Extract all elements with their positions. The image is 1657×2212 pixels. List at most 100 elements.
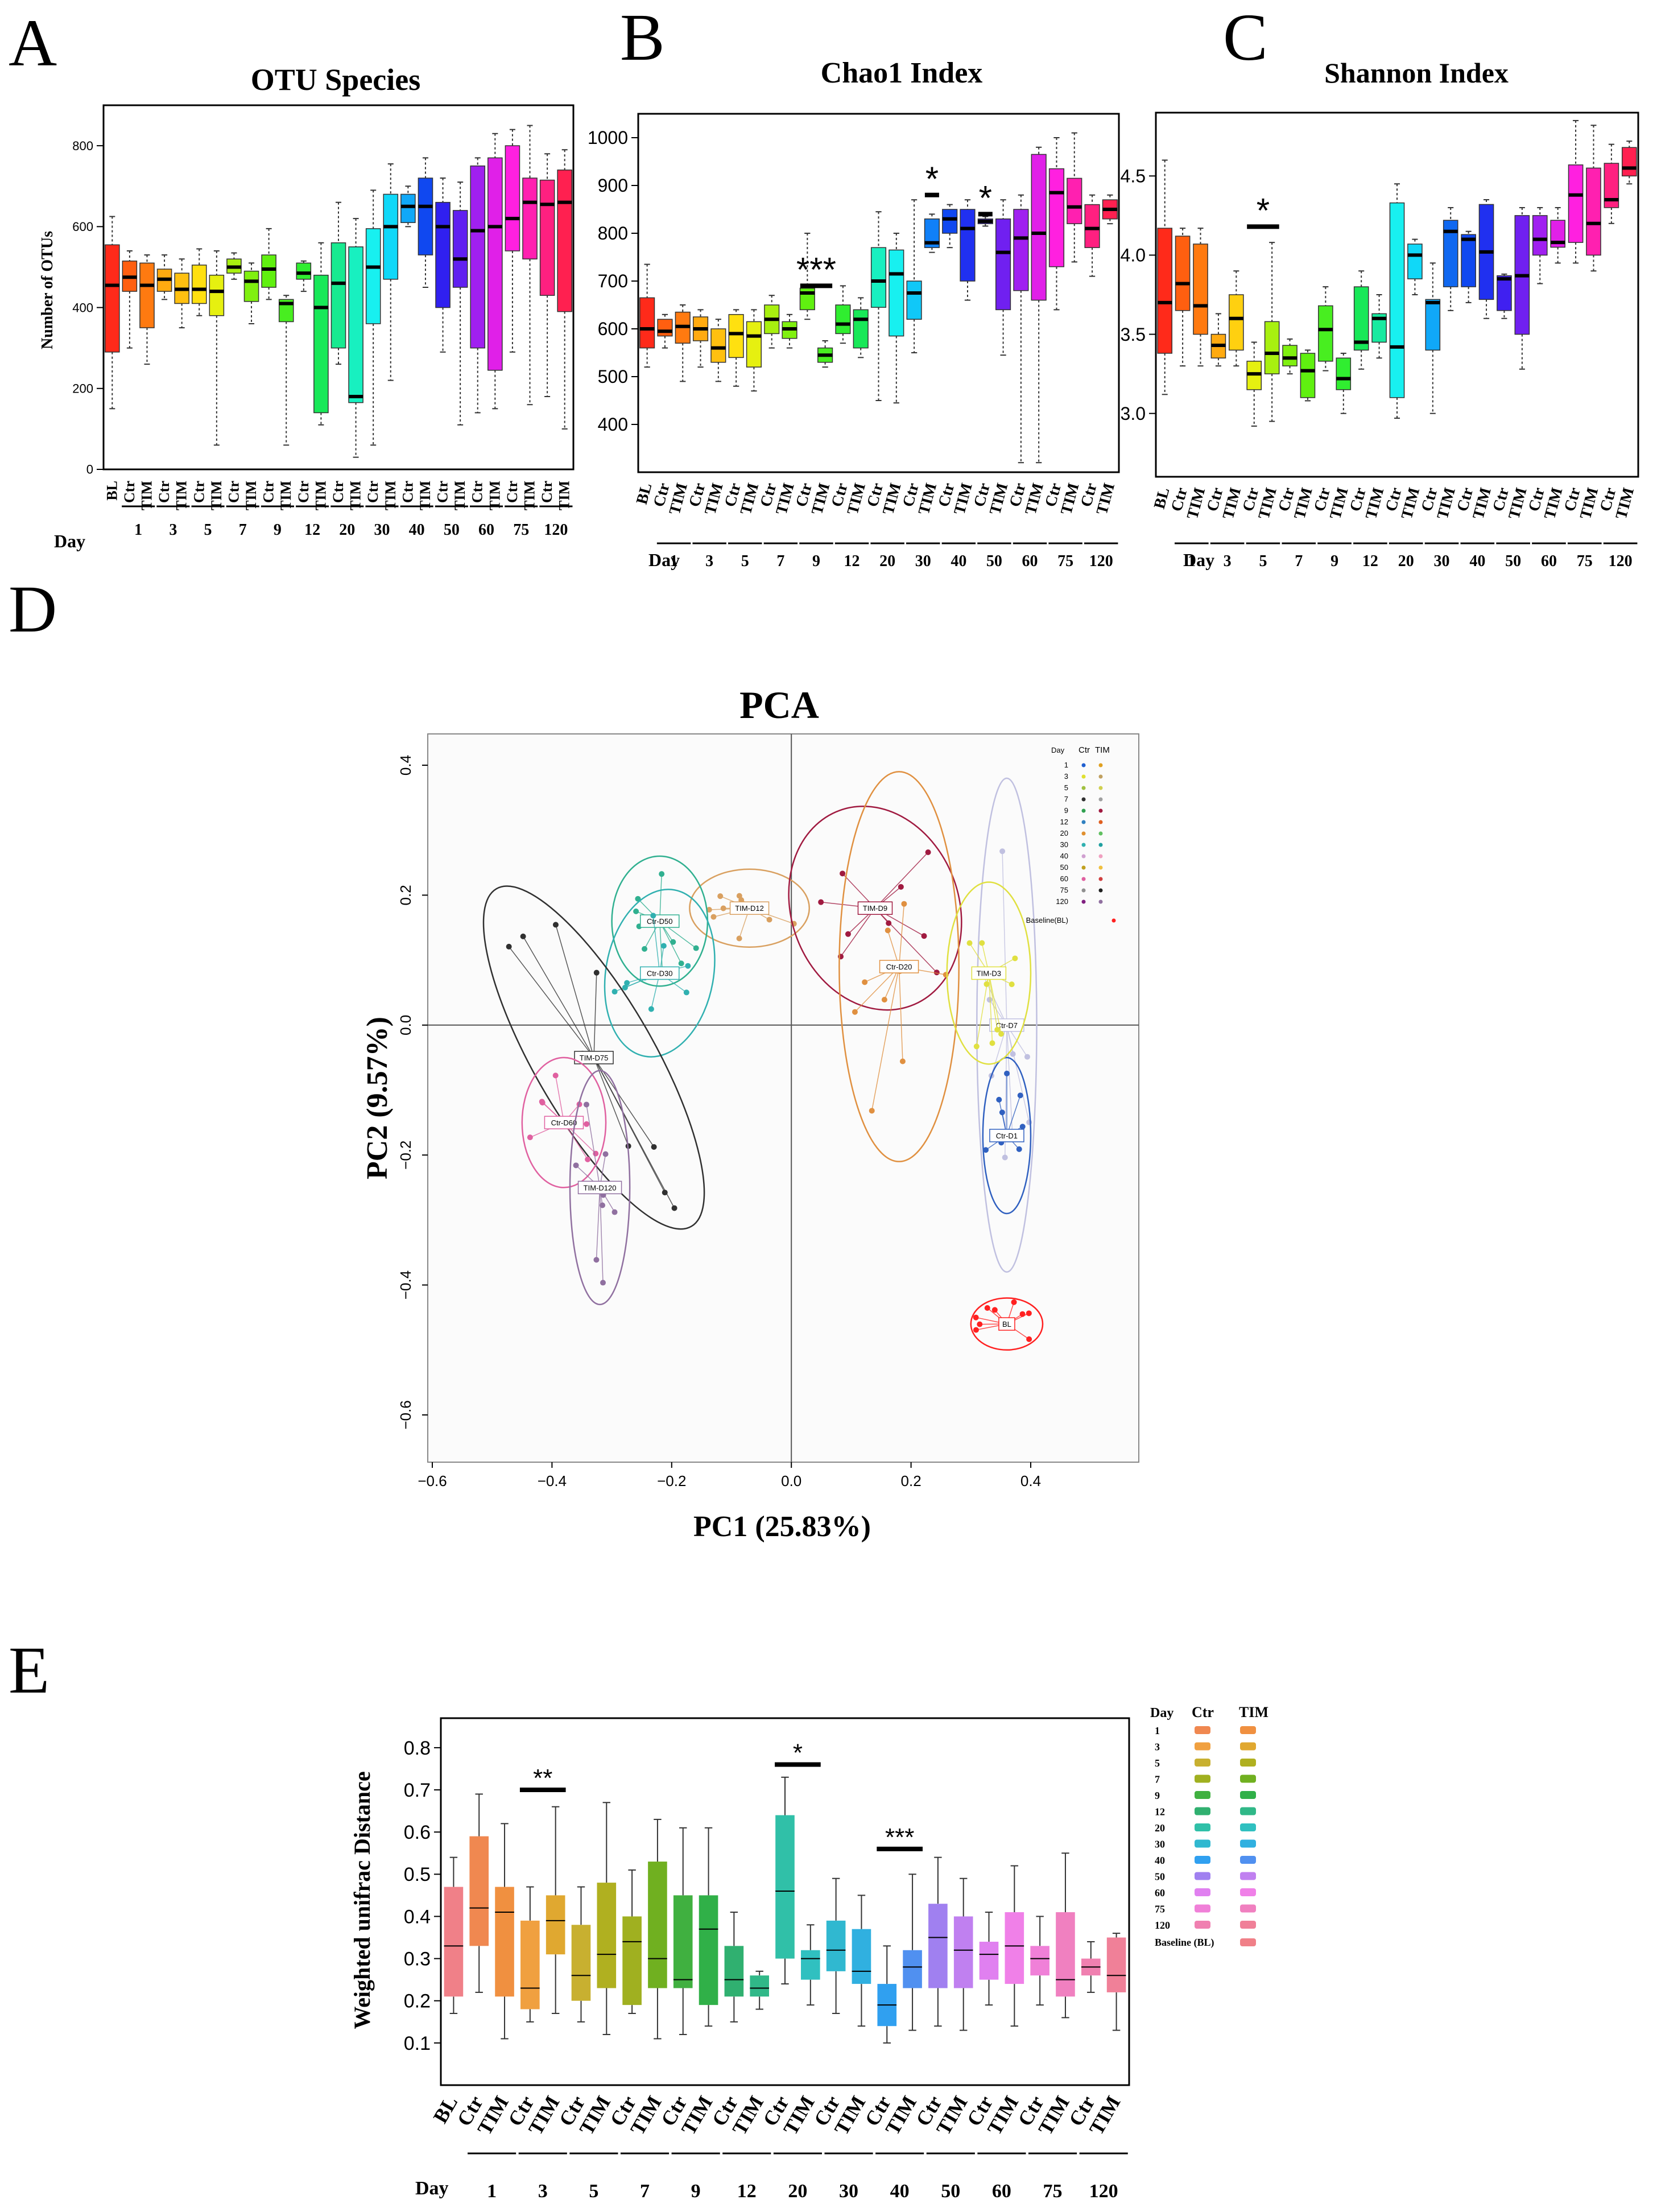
pca-point [585, 1156, 591, 1162]
day-label: 9 [274, 521, 282, 539]
e-box-5 [571, 1886, 591, 2023]
pca-point [994, 1026, 1001, 1033]
pca-cluster-ellipse [788, 806, 962, 1011]
pca-point [973, 1314, 979, 1320]
e-y-tick-label: 0.6 [404, 1822, 431, 1843]
box-iqr [1005, 1912, 1024, 1984]
c-box-17 [1461, 230, 1476, 303]
panel-letter-b: B [620, 0, 665, 75]
pca-point [1024, 1054, 1030, 1060]
panel-letter-e: E [9, 1633, 49, 1707]
box-iqr [487, 157, 503, 371]
legend-tim-dot [1098, 797, 1103, 802]
e-y-tick-label: 0.8 [404, 1738, 431, 1759]
box-iqr [852, 1929, 871, 1984]
pca-point [717, 893, 724, 899]
day-label: 50 [444, 521, 460, 539]
e-box-3 [520, 1886, 540, 2023]
pca-centroid-label-box [989, 1129, 1024, 1142]
e-legend-tim-swatch [1240, 1774, 1256, 1783]
significance-label: * [793, 1739, 803, 1767]
x-category-label: TIM [138, 481, 155, 510]
pca-spoke [593, 972, 597, 1058]
pca-point [840, 870, 846, 877]
a-box-21 [470, 157, 486, 414]
a-box-24 [522, 125, 538, 406]
e-box-20 [953, 1877, 973, 2031]
pca-spoke [854, 966, 900, 1013]
pca-point [506, 943, 512, 950]
x-category-label: TIM [173, 481, 190, 510]
a-y-tick-label: 800 [72, 139, 93, 153]
e-box-13 [775, 1776, 795, 1985]
e-legend-day-label: 60 [1155, 1887, 1165, 1899]
e-legend-ctr-swatch [1195, 1921, 1210, 1929]
pca-point [1019, 1124, 1026, 1130]
panel-d-pca: PCA −0.6 −0.4 −0.2 0.0 0.2 0.4 −0.6 −0.4 −0.2 0.0… [361, 683, 1139, 1543]
significance-label: * [925, 160, 939, 198]
legend-day-label: 9 [1064, 806, 1068, 815]
box-iqr [1106, 1937, 1126, 1992]
box-iqr [1048, 168, 1065, 267]
a-box-4 [174, 258, 189, 329]
b-y-tick-label: 1000 [588, 127, 628, 148]
pca-centroid-label: Ctr-D60 [551, 1119, 577, 1127]
c-box-15 [1425, 262, 1441, 414]
x-category-label: Ctr [539, 481, 555, 503]
pca-point [648, 1006, 654, 1012]
a-box-10 [278, 295, 294, 446]
pca-point [602, 1151, 609, 1157]
b-box-21 [1013, 194, 1029, 464]
box-iqr [520, 1920, 540, 2009]
e-legend-baseline-swatch [1240, 1938, 1256, 1946]
legend-day-label: 120 [1056, 897, 1068, 906]
pca-centroid-label-box [857, 901, 893, 915]
e-legend-ctr-swatch [1195, 1807, 1210, 1815]
box-iqr [452, 210, 468, 288]
e-y-tick-label: 0.4 [404, 1906, 431, 1928]
day-label: 120 [1089, 552, 1113, 570]
e-legend-tim-swatch [1240, 1759, 1256, 1767]
e-box-4 [546, 1806, 565, 2014]
box-iqr [383, 193, 399, 280]
panel-e-weighted-unifrac: Weighted unifrac Distance 0.1 0.2 0.3 0.4 0.… [349, 1704, 1268, 2202]
c-box-4 [1229, 270, 1244, 367]
e-legend-ctr-heading: Ctr [1192, 1704, 1214, 1720]
c-box-18 [1478, 199, 1494, 319]
box-iqr [1282, 345, 1297, 366]
pca-centroid-label: Ctr-D7 [996, 1021, 1018, 1030]
b-box-15 [906, 199, 922, 353]
day-label: 75 [1057, 552, 1073, 570]
e-box-18 [903, 1873, 922, 2031]
box-iqr [953, 1916, 973, 1988]
pca-spoke [1006, 1095, 1021, 1136]
pca-centroid-label: Ctr-D50 [647, 917, 673, 926]
box-iqr [775, 1815, 795, 1959]
pca-point [552, 1072, 559, 1079]
a-y-tick-label: 600 [72, 220, 93, 234]
a-box-23 [505, 129, 520, 353]
a-box-0 [105, 216, 120, 410]
pca-centroid-label: TIM-D75 [580, 1054, 609, 1062]
e-legend-tim-swatch [1240, 1791, 1256, 1799]
e-box-19 [928, 1856, 948, 2027]
e-box-2 [495, 1823, 514, 2040]
day-label: 1 [1188, 552, 1196, 570]
day-label: 60 [992, 2181, 1011, 2202]
legend-tim-dot [1098, 888, 1103, 893]
panel-c-day-title: Day [1183, 550, 1214, 570]
panel-d-y-axis-label: PC2 (9.57%) [361, 1017, 394, 1179]
c-box-6 [1264, 242, 1280, 422]
e-legend-ctr-swatch [1195, 1856, 1210, 1864]
panel-e-legend: Day Ctr TIM 1 3 5 7 9 12 20 30 40 50 60 75 120 Basel… [1150, 1704, 1268, 1949]
b-box-19 [977, 216, 993, 227]
significance-label: * [979, 179, 992, 217]
box-iqr [835, 304, 851, 335]
x-category-label: TIM [243, 481, 259, 510]
pca-point [678, 960, 684, 967]
a-box-25 [539, 153, 555, 397]
box-iqr [1229, 294, 1244, 351]
a-y-tick-label: 0 [86, 463, 93, 477]
e-legend-tim-swatch [1240, 1904, 1256, 1913]
